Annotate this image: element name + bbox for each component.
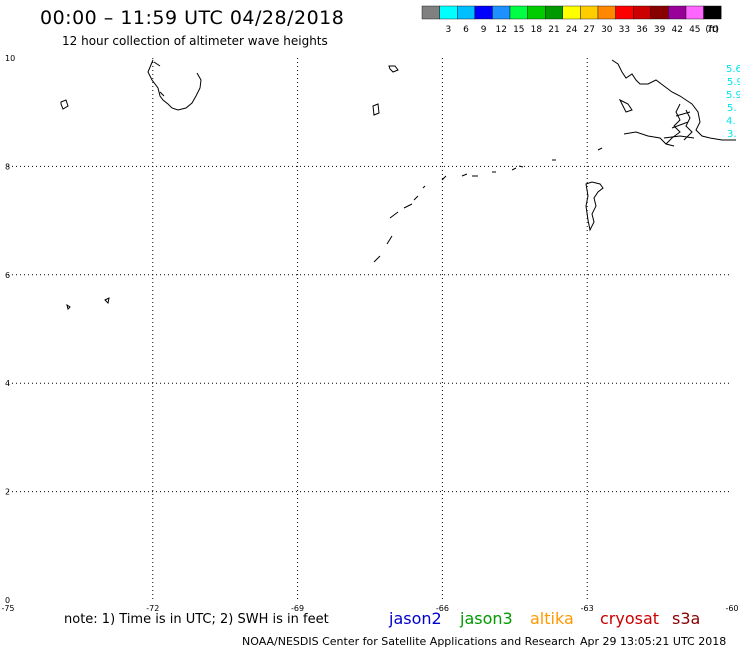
satellite-legend-jason2: jason2	[389, 609, 442, 628]
satellite-legend-altika: altika	[530, 609, 574, 628]
footer-note: note: 1) Time is in UTC; 2) SWH is in fe…	[64, 612, 329, 627]
latitude-label: 10	[5, 54, 15, 63]
footer-credit: NOAA/NESDIS Center for Satellite Applica…	[242, 635, 576, 648]
wave-height-label: 5.9	[726, 90, 740, 101]
map-title: 00:00 – 11:59 UTC 04/28/2018	[40, 7, 345, 29]
coastline-island-w1	[60, 99, 69, 110]
longitude-label: -72	[146, 604, 159, 613]
footer-timestamp: Apr 29 13:05:21 UTC 2018	[580, 635, 727, 648]
colorbar-label: 70	[707, 25, 719, 35]
colorbar-label: 42	[671, 25, 682, 35]
colorbar-label: 6	[463, 25, 469, 35]
wave-height-label: 4.	[726, 116, 736, 127]
satellite-legend-jason3: jason3	[460, 609, 513, 628]
coastline-island-w3	[104, 297, 110, 305]
coastline-orinoco-delta	[618, 98, 695, 147]
coastline-island-w2	[66, 303, 71, 310]
latitude-label: 4	[5, 379, 10, 388]
colorbar-label: 9	[481, 25, 487, 35]
coastline-venezuela	[611, 59, 736, 141]
satellite-legend-s3a: s3a	[672, 609, 701, 628]
coastline-island-n1	[388, 65, 399, 73]
colorbar-label: 36	[636, 25, 648, 35]
map-grid	[8, 58, 732, 600]
colorbar-swatch	[703, 5, 722, 20]
colorbar-label: 18	[531, 25, 543, 35]
coastline-trinidad	[585, 181, 604, 232]
latitude-label: 8	[5, 162, 10, 171]
colorbar-label: 45	[689, 25, 700, 35]
colorbar-label: 27	[583, 25, 594, 35]
latitude-label: 0	[5, 596, 10, 605]
satellite-legend-cryosat: cryosat	[600, 609, 660, 628]
colorbar-label: 12	[495, 25, 506, 35]
colorbar-label: 33	[619, 25, 630, 35]
wave-height-label: 5.9	[727, 77, 740, 88]
longitude-label: -69	[291, 604, 304, 613]
map-subtitle: 12 hour collection of altimeter wave hei…	[62, 34, 328, 48]
wave-height-label: 5.	[727, 103, 737, 114]
longitude-label: -75	[1, 604, 14, 613]
coastline-island-n2	[372, 103, 380, 116]
longitude-label: -66	[436, 604, 449, 613]
longitude-label: -63	[581, 604, 594, 613]
colorbar-label: 15	[513, 25, 524, 35]
wave-height-colorbar: 3 6 9 12 15 18 21 24 27 30 33 36 39 42 45 70(ft)	[421, 5, 722, 35]
map-axis-labels: -75 -72 -69 -66 -63 -60 0 2 4 6 8 10	[1, 54, 738, 613]
longitude-label: -60	[725, 604, 738, 613]
colorbar-unit: (ft)	[705, 25, 719, 35]
colorbar-label: 30	[601, 25, 613, 35]
wave-height-labels: 5.6 5.9 5.9 5. 4. 3.	[726, 64, 740, 140]
latitude-label: 6	[5, 271, 10, 280]
colorbar-label: 3	[446, 25, 452, 35]
colorbar-label: 39	[654, 25, 666, 35]
wave-height-label: 3.	[727, 129, 737, 140]
colorbar-label: 24	[566, 25, 578, 35]
latitude-label: 2	[5, 488, 10, 497]
coastline	[60, 59, 736, 310]
colorbar-label: 21	[548, 25, 559, 35]
coastline-antilles	[373, 147, 603, 263]
coastline-hispaniola	[147, 59, 202, 111]
wave-height-label: 5.6	[726, 64, 740, 75]
